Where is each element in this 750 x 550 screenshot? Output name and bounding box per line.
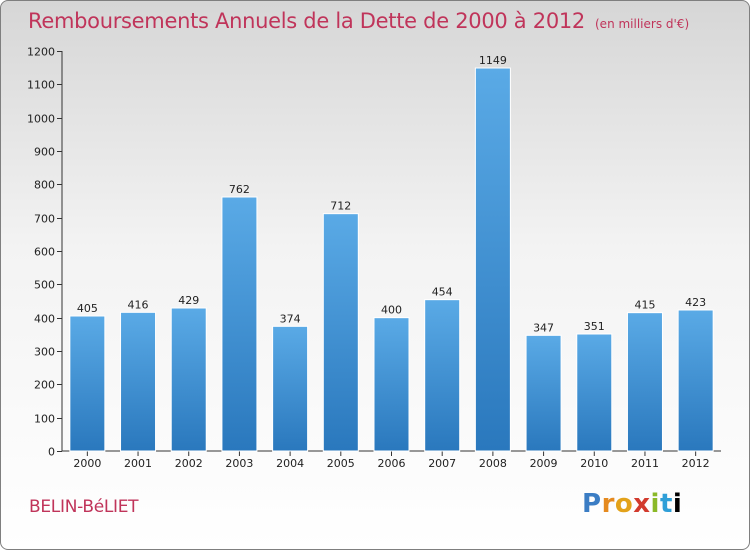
bar-2011 — [626, 312, 663, 452]
y-tick-label: 1100 — [27, 79, 55, 92]
chart-unit: (en milliers d'€) — [595, 17, 690, 31]
y-tick-label: 200 — [34, 379, 55, 392]
y-tick-label: 300 — [34, 346, 55, 359]
value-label-2012: 423 — [685, 296, 706, 309]
y-tick-label: 800 — [34, 179, 55, 192]
y-tick-label: 1000 — [27, 113, 55, 126]
value-label-2011: 415 — [634, 299, 655, 312]
x-tick-label-2012: 2012 — [682, 457, 710, 470]
bar-2001 — [120, 311, 157, 452]
y-tick-label: 500 — [34, 279, 55, 292]
bar-2003 — [221, 196, 258, 452]
x-tick-label-2007: 2007 — [428, 457, 456, 470]
x-tick-label-2002: 2002 — [175, 457, 203, 470]
value-label-2006: 400 — [381, 304, 402, 317]
chart-axes: 0 100 200 300 400 500 600 700 800 900 1000 1100 1200… — [27, 46, 721, 470]
bar-2007 — [424, 299, 461, 452]
x-tick-label-2000: 2000 — [73, 457, 101, 470]
logo-letter: i — [650, 489, 660, 519]
proxiti-logo[interactable]: Proxiti — [582, 489, 682, 519]
chart-title-text: Remboursements Annuels de la Dette de 20… — [28, 9, 585, 33]
y-tick-label: 1200 — [27, 46, 55, 59]
x-tick-label-2011: 2011 — [631, 457, 659, 470]
bar-2008 — [474, 67, 511, 452]
bar-2004 — [272, 325, 309, 452]
x-tick-label-2006: 2006 — [378, 457, 406, 470]
value-label-2008: 1149 — [479, 54, 507, 67]
y-tick-label: 700 — [34, 213, 55, 226]
logo-letter: o — [614, 489, 634, 519]
y-tick-label: 100 — [34, 413, 55, 426]
logo-letter: t — [659, 489, 673, 519]
value-label-2007: 454 — [432, 286, 453, 299]
value-label-2003: 762 — [229, 183, 250, 196]
y-tick-label: 600 — [34, 246, 55, 259]
bar-2005 — [322, 213, 359, 452]
logo-letter: i — [672, 489, 683, 519]
x-tick-label-2001: 2001 — [124, 457, 152, 470]
logo-letter: P — [582, 489, 602, 519]
x-tick-label-2005: 2005 — [327, 457, 355, 470]
value-label-2002: 429 — [178, 294, 199, 307]
bar-2009 — [525, 334, 562, 452]
chart-bars: 405 416 429 762 374 712 400 454 1149 347 351 415 423 — [69, 54, 714, 452]
value-label-2004: 374 — [280, 312, 301, 325]
city-name: BELIN-BéLIET — [29, 497, 139, 517]
logo-letter: x — [633, 489, 651, 519]
y-tick-label: 900 — [34, 146, 55, 159]
bar-2012 — [677, 309, 714, 452]
value-label-2009: 347 — [533, 321, 554, 334]
x-tick-label-2004: 2004 — [276, 457, 304, 470]
logo-letter: r — [601, 489, 615, 519]
bar-2010 — [576, 333, 613, 452]
value-label-2001: 416 — [128, 298, 149, 311]
bar-2002 — [170, 307, 207, 452]
y-tick-label: 0 — [48, 446, 55, 459]
x-tick-label-2009: 2009 — [530, 457, 558, 470]
x-tick-label-2008: 2008 — [479, 457, 507, 470]
bar-2000 — [69, 315, 106, 452]
x-tick-label-2010: 2010 — [580, 457, 608, 470]
x-tick-label-2003: 2003 — [225, 457, 253, 470]
bar-2006 — [373, 317, 410, 452]
y-tick-label: 400 — [34, 313, 55, 326]
value-label-2000: 405 — [77, 302, 98, 315]
value-label-2010: 351 — [584, 320, 605, 333]
chart-title: Remboursements Annuels de la Dette de 20… — [28, 9, 689, 33]
value-label-2005: 712 — [330, 200, 351, 213]
